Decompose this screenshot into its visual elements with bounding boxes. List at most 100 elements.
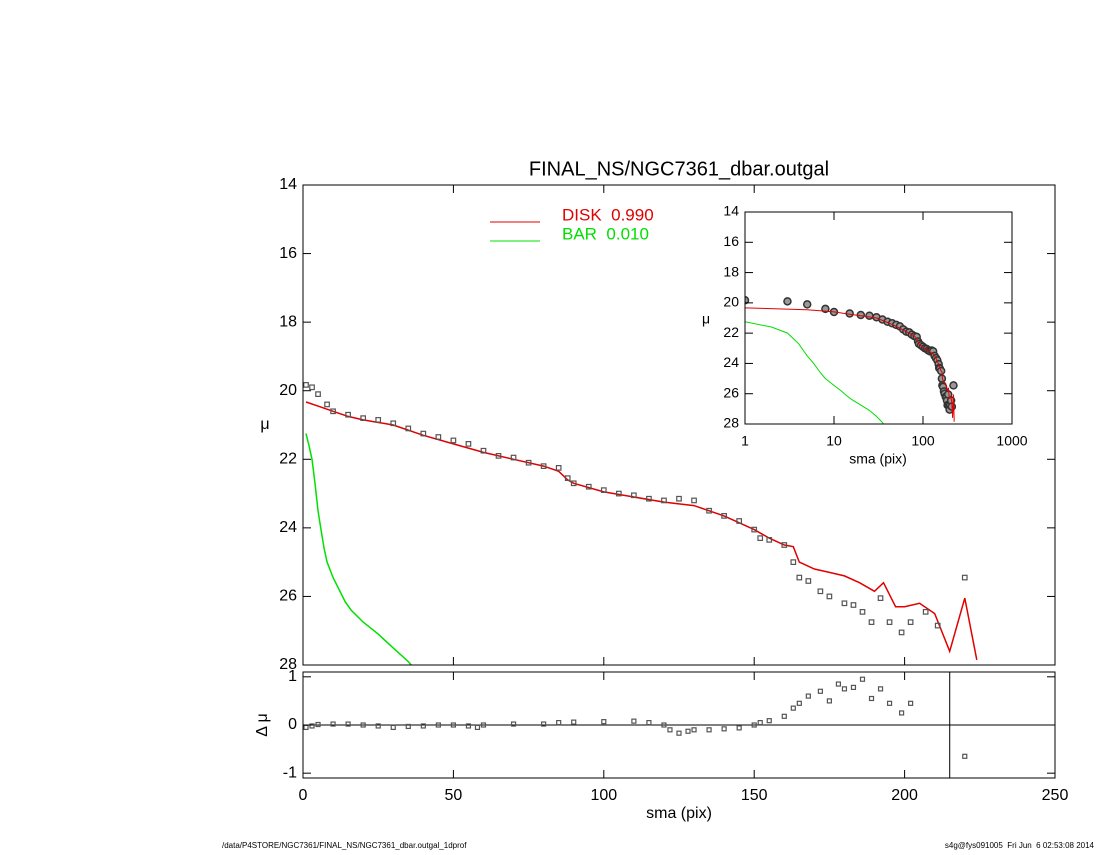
data-point [646, 495, 652, 502]
profile-line [305, 401, 978, 661]
data-point [949, 381, 958, 390]
data-point [691, 727, 697, 733]
y-axis-label: μ [260, 416, 269, 433]
y-tick-label: 18 [723, 263, 739, 279]
data-point [315, 391, 321, 397]
data-point [676, 495, 682, 502]
data-point [706, 727, 712, 733]
data-point [817, 688, 823, 694]
data-point [751, 722, 757, 728]
data-point [835, 681, 842, 687]
data-point [615, 490, 622, 497]
data-point [898, 629, 905, 636]
data-point [877, 686, 884, 692]
data-point [555, 465, 562, 471]
data-point [661, 722, 667, 728]
data-point [556, 719, 562, 726]
y-tick-label: 0 [288, 716, 297, 733]
x-tick-label: 1 [741, 433, 749, 449]
data-point [360, 415, 367, 421]
data-point [868, 695, 875, 702]
data-point [841, 686, 848, 692]
y-tick-label: 26 [279, 588, 297, 605]
data-point [435, 434, 442, 440]
data-point [908, 700, 914, 706]
data-point [480, 722, 487, 728]
data-point [783, 297, 792, 306]
legend-label: BAR 0.010 [562, 224, 649, 243]
data-point [309, 723, 315, 729]
x-tick-label: 0 [299, 787, 308, 804]
x-tick-label: 100 [590, 787, 617, 804]
data-point [922, 609, 929, 615]
data-point [706, 507, 712, 514]
data-point [826, 698, 833, 704]
data-point [898, 710, 905, 716]
data-point [631, 718, 637, 724]
data-point [886, 619, 893, 625]
data-point [805, 693, 811, 699]
data-point [315, 721, 321, 728]
inset-y-axis-label: μ [702, 311, 710, 327]
data-point [766, 718, 772, 724]
y-tick-label: 28 [723, 415, 739, 431]
x-tick-label: 150 [741, 787, 768, 804]
data-point [796, 700, 802, 706]
data-point [330, 408, 336, 415]
y-tick-label: 20 [723, 294, 739, 310]
data-point [877, 595, 884, 601]
data-point [859, 609, 866, 615]
chart-title: FINAL_NS/NGC7361_dbar.outgal [529, 158, 829, 180]
y-tick-label: 26 [723, 384, 739, 400]
plot-layer [303, 382, 978, 665]
y-tick-label: 20 [279, 382, 297, 399]
data-point [525, 459, 532, 466]
data-point [420, 430, 427, 437]
data-point [886, 700, 893, 706]
residual-y-axis-label: Δ μ [254, 713, 271, 736]
data-point [375, 417, 382, 423]
data-point [781, 542, 788, 548]
x-axis-label: sma (pix) [646, 805, 712, 822]
data-point [676, 730, 682, 736]
data-point [962, 753, 968, 759]
data-point [934, 622, 941, 629]
data-point [751, 526, 758, 533]
y-tick-label: 22 [723, 324, 739, 340]
data-point [802, 300, 812, 309]
data-point [390, 724, 396, 731]
data-point [757, 719, 763, 726]
data-point [540, 463, 547, 469]
data-point [465, 723, 472, 729]
data-point [309, 384, 315, 391]
data-point [736, 518, 743, 524]
data-point [405, 723, 411, 730]
data-point [805, 578, 812, 584]
data-point [585, 483, 592, 490]
data-point [661, 497, 667, 504]
x-tick-label: 1000 [996, 433, 1027, 449]
data-point [766, 537, 773, 543]
data-point [303, 382, 309, 388]
profile-line [745, 321, 884, 424]
y-tick-label: 24 [279, 519, 297, 536]
data-point [781, 713, 787, 719]
data-point [721, 513, 727, 519]
data-point [859, 676, 866, 682]
y-tick-label: 14 [723, 203, 739, 219]
y-tick-label: 1 [288, 668, 297, 685]
profile-line [305, 433, 412, 665]
data-point [601, 719, 607, 725]
data-point [790, 559, 797, 565]
data-point [474, 724, 481, 731]
data-point [435, 722, 441, 728]
data-point [826, 593, 833, 600]
y-tick-label: 22 [279, 451, 297, 468]
data-point [480, 447, 487, 454]
data-point [685, 728, 691, 734]
data-point [303, 724, 309, 731]
y-tick-label: 24 [723, 354, 739, 370]
data-point [564, 475, 571, 481]
